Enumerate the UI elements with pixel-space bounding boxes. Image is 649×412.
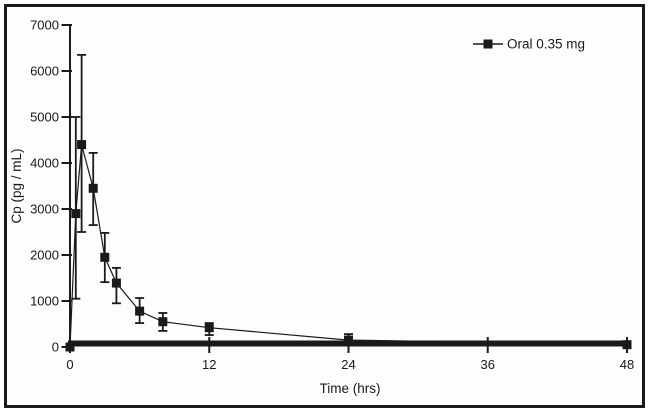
y-tick-label: 6000 [30,64,59,79]
x-tick-label: 12 [202,357,216,372]
y-tick-label: 7000 [30,18,59,33]
y-axis: 0 1000 2000 3000 4000 5000 6000 7000 Cp (pg / mL… [9,18,72,355]
y-tick-label: 5000 [30,110,59,125]
data-point-marker [111,278,121,288]
y-tick-label: 2000 [30,248,59,263]
data-point-marker [77,140,87,150]
legend-marker-icon [483,39,493,49]
x-tick-label: 24 [341,357,355,372]
data-point-marker [65,342,75,352]
data-point-marker [135,306,145,316]
data-point-marker [622,340,632,350]
data-point-marker [71,209,81,219]
x-axis: 0 12 24 36 48 Time (hrs) [66,337,634,396]
y-tick-label: 4000 [30,156,59,171]
y-tick-label: 1000 [30,294,59,309]
y-tick-label: 0 [52,340,59,355]
legend-label: Oral 0.35 mg [507,37,585,52]
y-tick-label: 3000 [30,202,59,217]
data-point-marker [204,323,214,333]
data-point-marker [100,252,110,262]
data-point-marker [88,183,98,193]
x-tick-label: 48 [620,357,634,372]
error-bars [71,54,353,346]
data-point-marker [344,335,353,345]
data-point-marker [158,317,168,327]
x-tick-label: 0 [66,357,73,372]
series-line [69,144,628,348]
x-axis-title: Time (hrs) [320,381,381,396]
x-tick-label: 36 [481,357,495,372]
y-axis-title: Cp (pg / mL) [9,148,24,223]
legend: Oral 0.35 mg [473,37,585,52]
series-markers [65,140,632,352]
